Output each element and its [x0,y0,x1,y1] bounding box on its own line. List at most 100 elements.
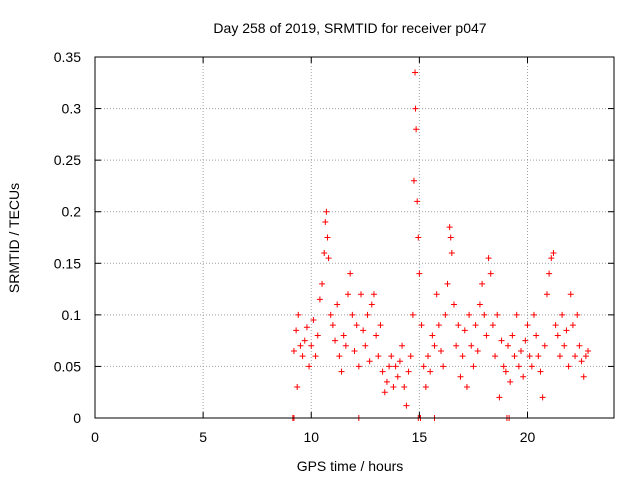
data-point [322,219,329,226]
data-point [293,327,300,334]
data-point [479,280,486,287]
data-point [403,402,410,409]
data-point [561,342,568,349]
data-point [447,234,454,241]
data-point [507,378,514,385]
data-point [444,280,451,287]
data-point [450,301,457,308]
data-point [548,255,555,262]
y-axis-label: SRMTID / TECUs [6,183,22,293]
data-point [299,353,306,360]
data-point [567,291,574,298]
data-point [340,332,347,339]
data-point [446,224,453,231]
data-point [569,322,576,329]
data-point [455,322,462,329]
data-point [413,126,420,133]
data-point [554,332,561,339]
data-point [310,317,317,324]
data-point [422,384,429,391]
y-tick-label: 0.05 [54,358,81,374]
x-tick-label: 10 [303,429,319,445]
data-point [334,301,341,308]
data-point [357,291,364,298]
data-point [543,291,550,298]
data-point [319,280,326,287]
data-point [396,358,403,365]
data-point [297,342,304,349]
data-point [496,394,503,401]
data-point [314,332,321,339]
data-point [463,384,470,391]
data-point [494,311,501,318]
data-point [526,353,533,360]
data-point [362,342,369,349]
chart-title: Day 258 of 2019, SRMTID for receiver p04… [213,20,486,36]
data-point [347,270,354,277]
data-points [289,69,592,421]
data-point [294,384,301,391]
data-point [416,270,423,277]
data-point [368,301,375,308]
data-point [535,353,542,360]
data-point [565,363,572,370]
data-point [433,291,440,298]
data-point [327,311,334,318]
data-point [576,342,583,349]
data-point [392,363,399,370]
data-point [410,177,417,184]
data-point [431,342,438,349]
data-point [522,337,529,344]
data-point [563,327,570,334]
data-point [370,291,377,298]
grid-lines [95,57,614,418]
y-tick-label: 0 [73,410,81,426]
plot-frame [94,56,615,419]
x-axis-label: GPS time / hours [297,458,404,474]
data-point [301,337,308,344]
data-point [336,353,343,360]
data-point [459,353,466,360]
data-point [546,270,553,277]
data-point [323,208,330,215]
data-point [418,322,425,329]
data-point [505,342,512,349]
data-point [500,363,507,370]
data-point [290,347,297,354]
data-point [457,373,464,380]
data-point [321,249,328,256]
data-point [425,353,432,360]
data-point [349,311,356,318]
y-tick-label: 0.3 [62,101,82,117]
data-point [461,327,468,334]
data-point [412,69,419,76]
data-point [306,363,313,370]
data-point [474,347,481,354]
data-point [515,363,522,370]
x-tick-label: 15 [412,429,428,445]
data-point [295,311,302,318]
data-point [470,363,477,370]
data-point [345,291,352,298]
data-point [537,368,544,375]
data-point [472,322,479,329]
data-point [414,198,421,205]
data-point [539,394,546,401]
data-point [390,384,397,391]
data-point [303,324,310,331]
data-point [442,311,449,318]
data-point [487,270,494,277]
data-point [585,347,592,354]
data-point [366,358,373,365]
data-point [427,368,434,375]
data-point [476,301,483,308]
data-point [329,322,336,329]
data-point [550,249,557,256]
y-tick-label: 0.35 [54,49,81,65]
data-point [481,311,488,318]
data-point [405,368,412,375]
data-point [415,234,422,241]
data-point [518,347,525,354]
data-point [574,311,581,318]
